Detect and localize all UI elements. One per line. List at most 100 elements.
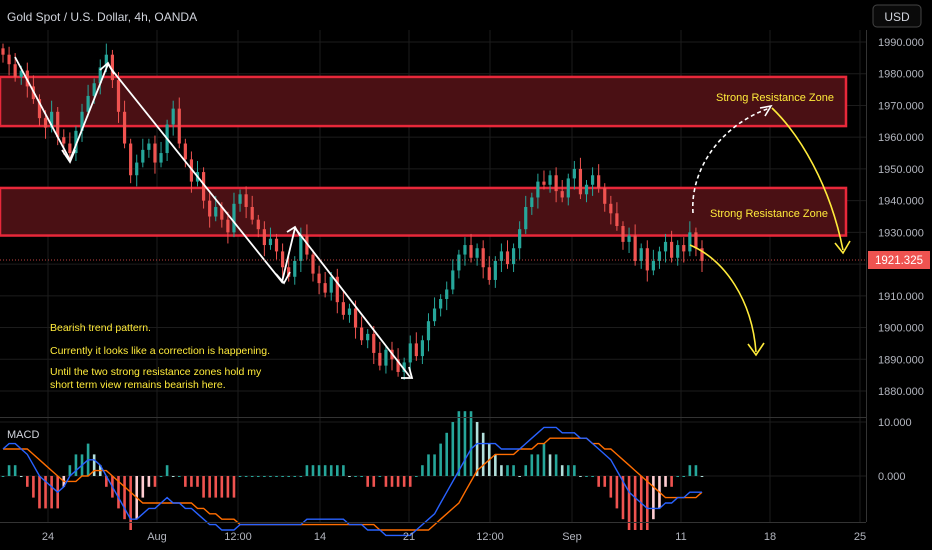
candle-body [633, 235, 637, 261]
candle-body [80, 111, 84, 131]
macd-histogram-bar [190, 476, 193, 487]
macd-histogram-bar [117, 476, 120, 509]
macd-histogram-bar [299, 476, 303, 477]
macd-histogram-bar [256, 476, 260, 477]
macd-histogram-bar [530, 454, 534, 476]
candle-body [670, 241, 674, 258]
candle-body [244, 194, 248, 207]
currency-button[interactable] [872, 4, 922, 28]
macd-histogram-bar [366, 476, 369, 487]
candle-body [439, 298, 443, 309]
macd-histogram-bar [591, 476, 594, 477]
macd-histogram-bar [573, 465, 576, 476]
macd-histogram-bar [524, 465, 528, 476]
candle-body [74, 130, 78, 154]
candle-body [220, 206, 224, 220]
macd-histogram-bar [378, 476, 382, 477]
macd-histogram-bar [676, 476, 679, 477]
candle-body [92, 83, 96, 96]
macd-histogram-bar [500, 465, 503, 476]
projected-drop-upper-arrowhead [834, 240, 851, 255]
macd-histogram-bar [518, 476, 521, 477]
candle-body [268, 238, 273, 246]
candle-body [572, 168, 576, 179]
projected-rise-dashed [692, 107, 771, 214]
macd-histogram-bar [627, 476, 631, 530]
candle-body [19, 70, 23, 77]
candle-body [566, 178, 570, 198]
macd-histogram-bar [700, 476, 704, 477]
macd-histogram-bar [123, 476, 126, 520]
macd-histogram-bar [506, 465, 509, 476]
zone-lower-label: Strong Resistance Zone [710, 208, 828, 220]
macd-histogram-bar [408, 476, 412, 487]
time-tick-label: 21 [403, 531, 415, 543]
candle-body [7, 54, 11, 65]
candle-body [360, 327, 364, 341]
macd-histogram-bar [13, 465, 17, 476]
candle-body [414, 343, 418, 357]
candle-body [110, 54, 115, 81]
chart-title: Gold Spot / U.S. Dollar, 4h, OANDA [7, 10, 197, 24]
candle-body [262, 229, 266, 246]
macd-histogram-bar [645, 476, 649, 530]
macd-histogram-bar [421, 465, 424, 476]
candle-body [651, 260, 655, 271]
macd-histogram-bar [396, 476, 400, 487]
candle-body [426, 321, 431, 341]
macd-histogram-bar [226, 476, 230, 498]
candle-body [293, 260, 297, 277]
price-axis[interactable]: 1990.000 1980.000 1970.000 1960.000 1950.000… [878, 37, 924, 398]
candle-body [317, 273, 321, 284]
macd-histogram-bar [171, 476, 175, 477]
macd-histogram-bar [147, 476, 151, 487]
macd-histogram-bar [214, 476, 218, 498]
macd-histogram-bar [232, 476, 236, 498]
candle-body [43, 118, 48, 128]
candle-body [189, 159, 194, 182]
candle-body [603, 187, 607, 204]
macd-histogram-bar [141, 476, 145, 498]
macd-histogram-bar [220, 476, 224, 498]
macd-histogram-bar [32, 476, 35, 498]
macd-histogram-bar [560, 465, 564, 476]
note-line-4: short term view remains bearish here. [50, 379, 226, 391]
macd-histogram-bar [463, 411, 467, 476]
macd-histogram-bar [336, 465, 339, 476]
macd-histogram-bar [542, 443, 546, 476]
macd-histogram-bar [481, 432, 485, 476]
resistance-zone-lower [0, 186, 848, 237]
macd-histogram-bar [360, 476, 363, 477]
price-tick-label: 1940.000 [878, 196, 924, 208]
macd-histogram-bar [633, 476, 637, 530]
macd-histogram-bar [664, 476, 667, 487]
candle-body [208, 200, 212, 217]
candle-body [590, 175, 595, 185]
currency-button-label: USD [884, 10, 910, 24]
macd-histogram-bar [597, 476, 600, 487]
macd-histogram-bar [609, 476, 613, 498]
time-tick-label: 14 [314, 531, 326, 543]
projected-rise-arrowhead [759, 104, 773, 117]
macd-histogram-bar [263, 476, 266, 477]
candle-body [560, 191, 564, 198]
price-tick-label: 1930.000 [878, 227, 924, 239]
zigzag-arrow [61, 149, 76, 164]
candle-body [615, 213, 619, 227]
candle-body [524, 206, 528, 230]
candle-body [56, 111, 60, 138]
time-axis[interactable]: 24 Aug 12:00 14 21 12:00 Sep 11 18 25 [42, 531, 866, 543]
candle-body [122, 111, 127, 144]
macd-histogram-bar [354, 476, 357, 477]
candle-body [700, 248, 704, 261]
macd-line [2, 426, 702, 537]
current-price-tag [868, 251, 930, 269]
candle-body [548, 175, 552, 185]
macd-histogram-bar [494, 454, 497, 476]
candle-body [584, 184, 589, 195]
macd-histogram-bar [694, 465, 698, 476]
candle-body [311, 254, 315, 274]
macd-histogram-bar [384, 476, 388, 487]
macd-signal-line [3, 437, 703, 531]
